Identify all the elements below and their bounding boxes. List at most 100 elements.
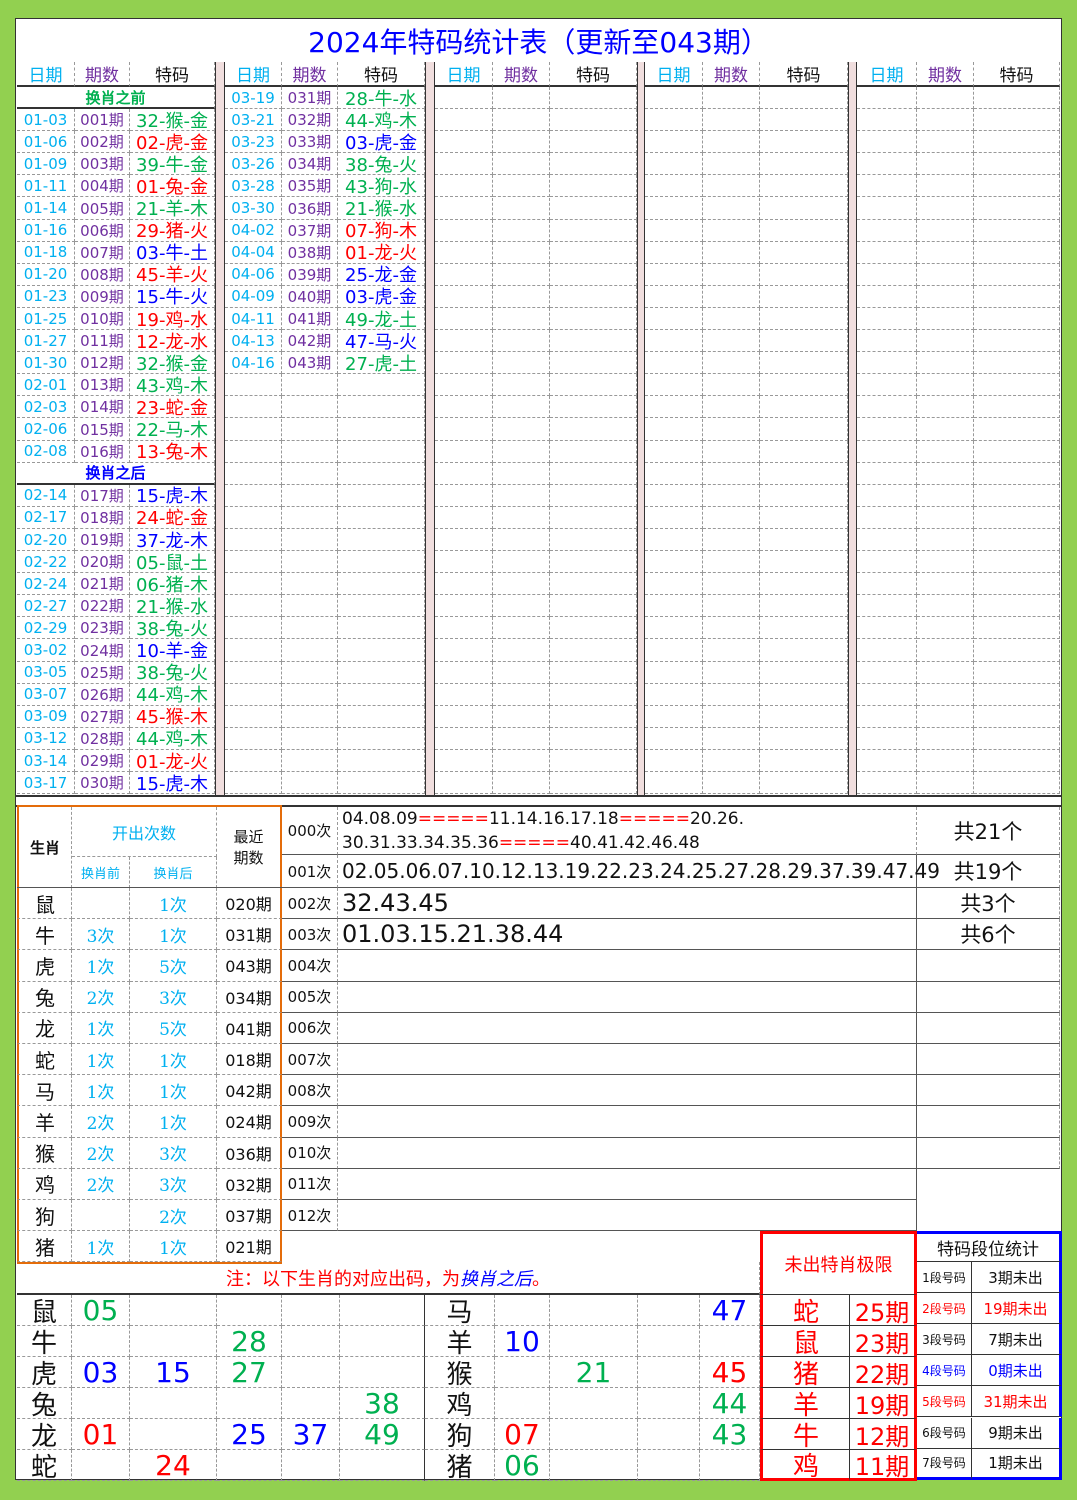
record-code [550, 506, 637, 529]
record-code [550, 683, 637, 706]
record-period [282, 661, 338, 684]
record-code [550, 175, 637, 198]
record-code [974, 352, 1060, 375]
record-period [917, 639, 974, 662]
record-period: 032期 [282, 109, 338, 132]
record-code [974, 374, 1060, 397]
record-period [493, 219, 550, 242]
record-date [225, 661, 282, 684]
mapping-zodiac: 兔 [17, 1388, 72, 1419]
zodiac-name: 蛇 [17, 1044, 72, 1076]
record-date [225, 440, 282, 463]
record-date [435, 219, 493, 242]
record-date [645, 661, 703, 684]
record-code: 22-马-木 [130, 418, 215, 441]
record-code [974, 573, 1060, 596]
times-total: 共6个 [917, 919, 1060, 951]
mapped-number [638, 1388, 700, 1419]
record-period: 026期 [75, 683, 130, 706]
number-group: 04.08.09 [342, 808, 418, 829]
record-date: 04-11 [225, 308, 282, 331]
record-period [703, 263, 760, 286]
record-period [493, 727, 550, 750]
record-date [435, 241, 493, 264]
record-code [550, 352, 637, 375]
record-code: 28-牛-水 [338, 87, 425, 110]
record-code [550, 241, 637, 264]
record-period: 014期 [75, 396, 130, 419]
record-code: 45-猴-木 [130, 705, 215, 728]
record-period: 035期 [282, 175, 338, 198]
header-code: 特码 [760, 62, 848, 87]
record-period [703, 595, 760, 618]
mapped-number: 27 [217, 1357, 282, 1388]
record-period: 034期 [282, 153, 338, 176]
record-code: 47-马-火 [338, 330, 425, 353]
number-group: 20.26. [689, 808, 745, 829]
record-code: 44-鸡-木 [130, 683, 215, 706]
record-period [493, 705, 550, 728]
times-total [917, 981, 1060, 1013]
record-period [282, 750, 338, 773]
times-numbers [338, 1200, 917, 1232]
header-top-border [17, 805, 282, 807]
record-date [645, 263, 703, 286]
record-period [703, 352, 760, 375]
record-code [550, 551, 637, 574]
record-date [857, 241, 917, 264]
record-code [338, 529, 425, 552]
record-period: 038期 [282, 241, 338, 264]
mapping-zodiac: 猴 [425, 1357, 495, 1388]
record-date [225, 639, 282, 662]
times-numbers [338, 1012, 917, 1044]
record-period [703, 197, 760, 220]
segment-label: 5段号码 [917, 1386, 972, 1418]
record-date [645, 87, 703, 110]
record-date [857, 352, 917, 375]
record-date [435, 197, 493, 220]
segment-label: 7段号码 [917, 1448, 972, 1480]
record-date: 03-09 [17, 705, 75, 728]
mapping-zodiac: 羊 [425, 1326, 495, 1357]
record-date [225, 772, 282, 795]
record-date [435, 484, 493, 507]
record-code: 21-猴-水 [338, 197, 425, 220]
times-label: 001次 [282, 855, 338, 888]
record-date [645, 617, 703, 640]
number-group: 40.41.42.46.48 [570, 832, 700, 853]
count-before: 1次 [72, 1075, 130, 1107]
record-period [703, 529, 760, 552]
record-date: 04-04 [225, 241, 282, 264]
record-period [282, 639, 338, 662]
record-date: 03-05 [17, 661, 75, 684]
mapping-zodiac: 龙 [17, 1419, 72, 1450]
record-code: 06-猪-木 [130, 573, 215, 596]
section-label: 换肖之前 [17, 87, 215, 110]
record-code: 15-虎-木 [130, 772, 215, 795]
record-date [435, 772, 493, 795]
record-code [550, 529, 637, 552]
limit-zodiac: 鼠 [760, 1326, 850, 1357]
record-date [857, 462, 917, 485]
record-period: 031期 [282, 87, 338, 110]
times-numbers [338, 1137, 917, 1169]
times-total [917, 1137, 1060, 1169]
record-date: 04-02 [225, 219, 282, 242]
record-code [338, 573, 425, 596]
mapped-number [130, 1388, 217, 1419]
header-code: 特码 [974, 62, 1060, 87]
record-code [550, 705, 637, 728]
record-period [493, 551, 550, 574]
record-code [338, 617, 425, 640]
record-period [703, 506, 760, 529]
header-period: 期数 [282, 62, 338, 87]
record-period [917, 241, 974, 264]
mapped-number: 06 [495, 1450, 550, 1481]
record-date: 04-13 [225, 330, 282, 353]
record-date [857, 683, 917, 706]
record-code [338, 462, 425, 485]
record-date [857, 727, 917, 750]
times-numbers [338, 1168, 917, 1200]
record-date [435, 750, 493, 773]
segment-label: 1段号码 [917, 1262, 972, 1294]
